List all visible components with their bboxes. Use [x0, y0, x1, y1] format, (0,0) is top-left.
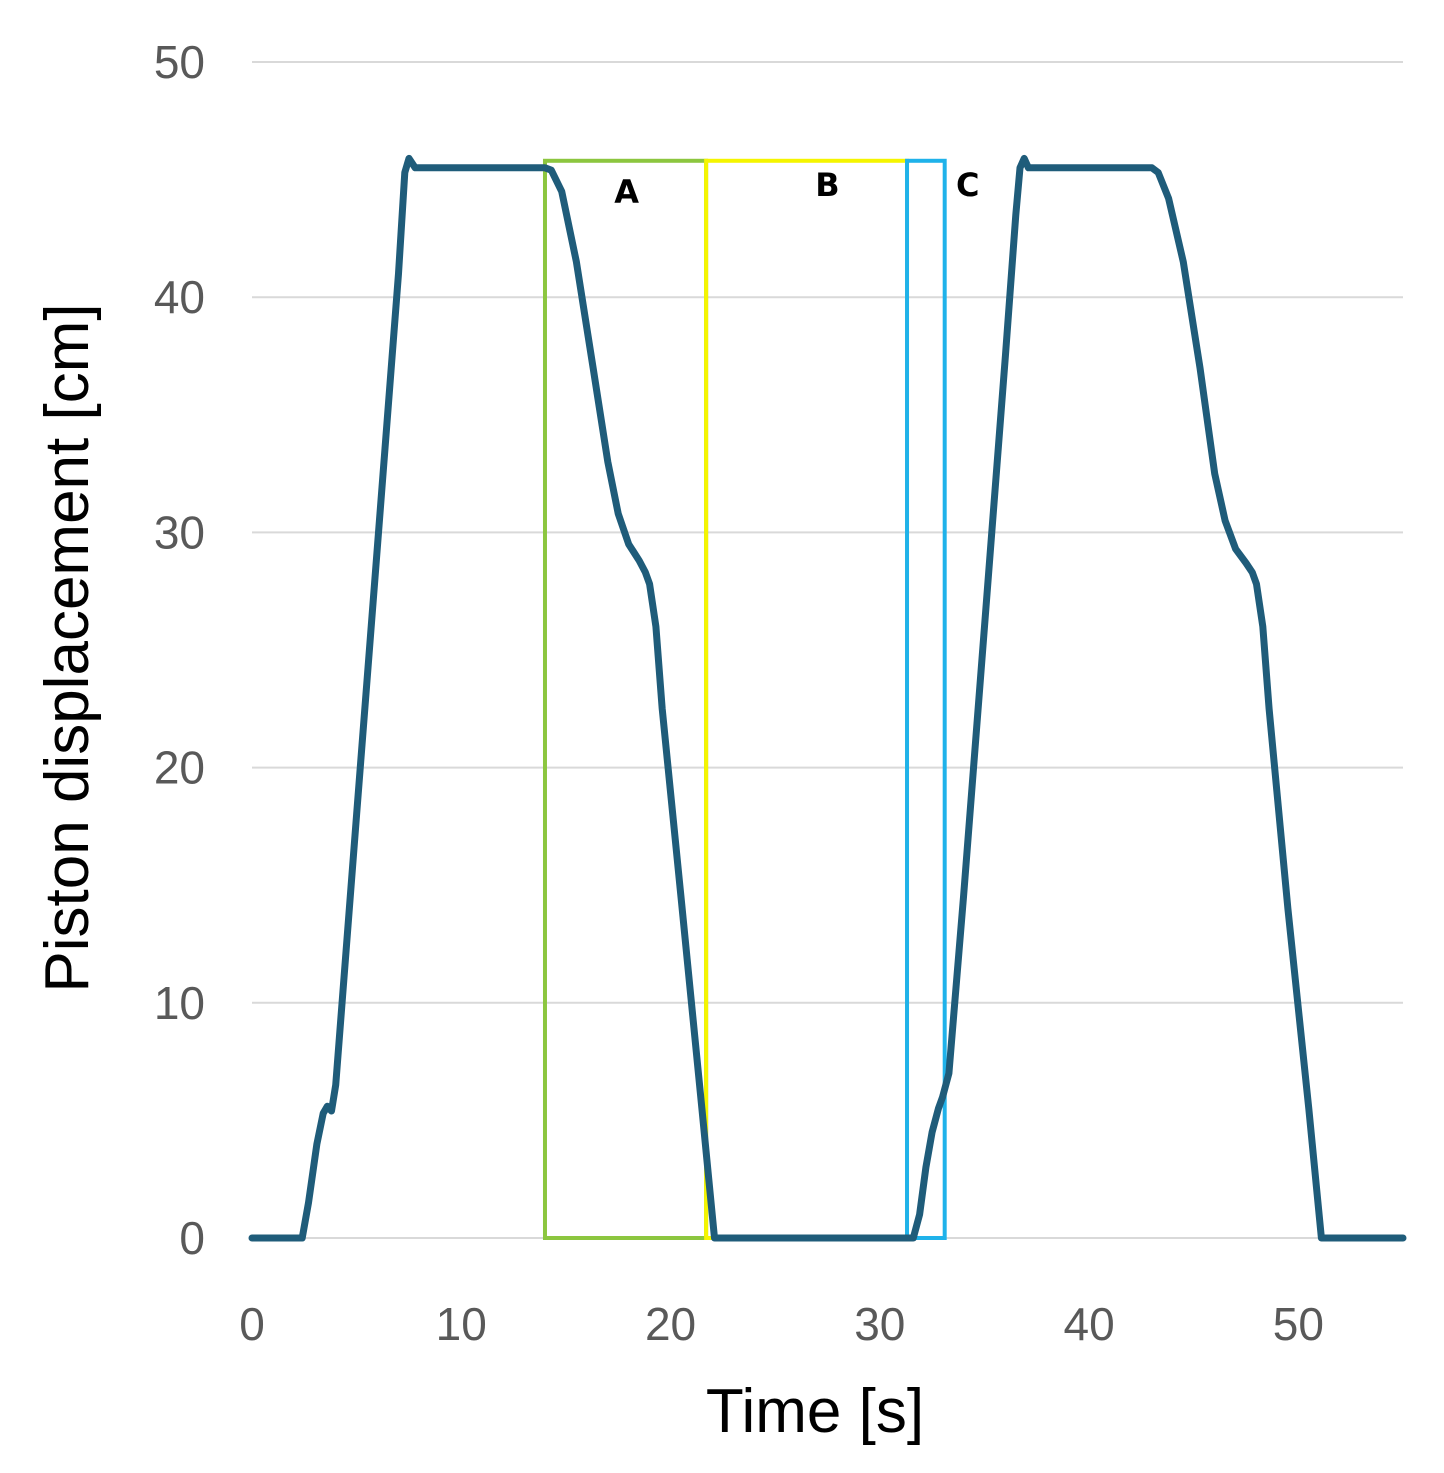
region-labels: A B C [614, 166, 979, 211]
x-tick-label: 10 [436, 1298, 487, 1350]
x-tick-label: 30 [854, 1298, 905, 1350]
y-axis-title: Piston displacement [cm] [33, 303, 102, 992]
series-group [248, 154, 1407, 1242]
gridlines [252, 61, 1403, 1239]
y-tick-label: 10 [154, 977, 205, 1029]
y-tick-label: 0 [179, 1212, 205, 1264]
x-tick-label: 0 [239, 1298, 265, 1350]
x-tick-label: 20 [645, 1298, 696, 1350]
region-box-b [704, 158, 910, 1240]
x-tick-labels: 0 10 20 30 40 50 [239, 1298, 1324, 1350]
y-tick-label: 50 [154, 36, 205, 88]
y-tick-labels: 0 10 20 30 40 50 [154, 36, 205, 1264]
region-label-b: B [815, 166, 839, 204]
region-label-a: A [614, 173, 639, 211]
region-box-a [542, 158, 709, 1240]
y-tick-label: 20 [154, 742, 205, 794]
y-tick-label: 40 [154, 271, 205, 323]
x-tick-label: 50 [1273, 1298, 1324, 1350]
y-tick-label: 30 [154, 506, 205, 558]
x-axis-title: Time [s] [706, 1377, 924, 1446]
series-line-0 [248, 154, 1407, 1242]
region-label-c: C [956, 166, 979, 204]
region-box-c [905, 158, 947, 1240]
x-tick-label: 40 [1064, 1298, 1115, 1350]
region-boxes [542, 158, 947, 1240]
